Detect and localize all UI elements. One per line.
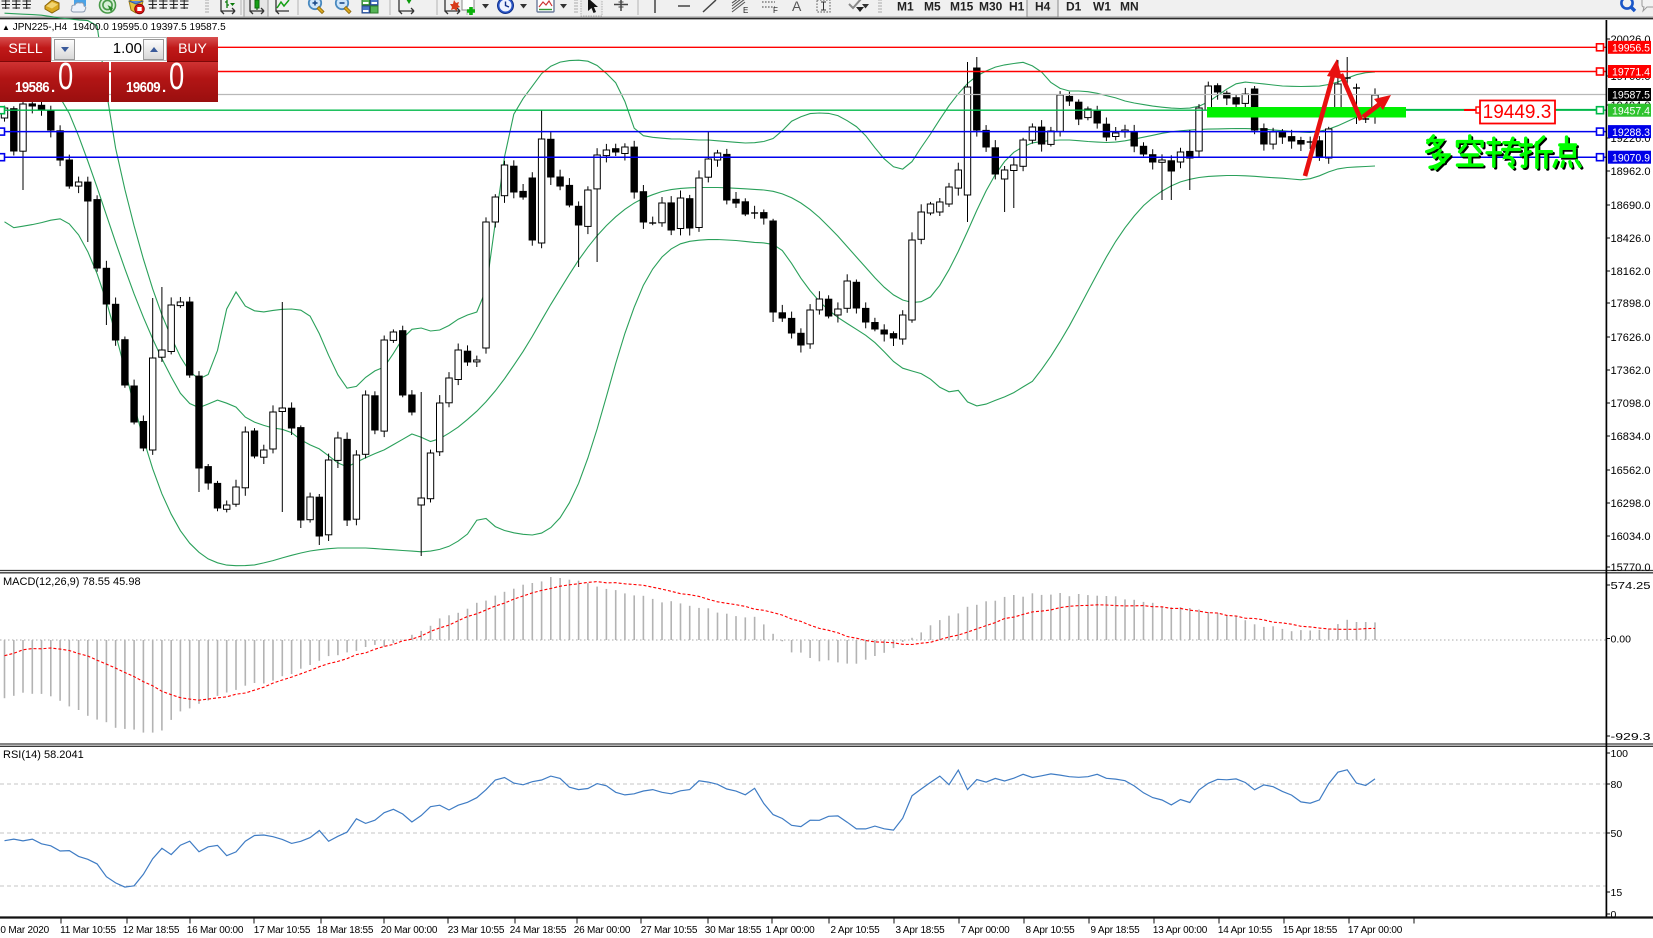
svg-text:9 Apr 18:55: 9 Apr 18:55 <box>1091 925 1141 936</box>
svg-text:M5: M5 <box>924 0 941 14</box>
svg-text:19457.4: 19457.4 <box>1612 105 1650 117</box>
svg-text:15 Apr 18:55: 15 Apr 18:55 <box>1283 925 1338 936</box>
svg-text:2 Apr 10:55: 2 Apr 10:55 <box>831 925 881 936</box>
svg-text:23 Mar 10:55: 23 Mar 10:55 <box>448 925 505 936</box>
svg-text:16298.0: 16298.0 <box>1611 498 1651 510</box>
svg-text:7 Apr 00:00: 7 Apr 00:00 <box>961 925 1011 936</box>
svg-text:MN: MN <box>1120 0 1139 14</box>
svg-text:12 Mar 18:55: 12 Mar 18:55 <box>123 925 180 936</box>
svg-text:80: 80 <box>1611 779 1623 791</box>
svg-text:D1: D1 <box>1066 0 1082 14</box>
svg-text:18162.0: 18162.0 <box>1611 266 1651 278</box>
svg-text:19070.9: 19070.9 <box>1612 152 1650 164</box>
svg-text:19587.5: 19587.5 <box>1612 90 1650 102</box>
svg-text:8 Apr 10:55: 8 Apr 10:55 <box>1026 925 1076 936</box>
svg-text:H1: H1 <box>1009 0 1025 14</box>
svg-text:100: 100 <box>1611 748 1629 760</box>
svg-text:19956.5: 19956.5 <box>1612 43 1650 55</box>
svg-text:18426.0: 18426.0 <box>1611 233 1651 245</box>
svg-text:0: 0 <box>1611 909 1617 921</box>
svg-text:17362.0: 17362.0 <box>1611 365 1651 377</box>
svg-text:24 Mar 18:55: 24 Mar 18:55 <box>510 925 567 936</box>
svg-text:M15: M15 <box>950 0 974 14</box>
svg-text:17098.0: 17098.0 <box>1611 398 1651 410</box>
svg-text:18962.0: 18962.0 <box>1611 166 1651 178</box>
svg-text:E: E <box>743 6 748 15</box>
svg-text:27 Mar 10:55: 27 Mar 10:55 <box>641 925 698 936</box>
svg-text:-929.3: -929.3 <box>1611 731 1651 743</box>
svg-text:20 Mar 00:00: 20 Mar 00:00 <box>381 925 438 936</box>
svg-text:18690.0: 18690.0 <box>1611 200 1651 212</box>
svg-text:M1: M1 <box>897 0 914 14</box>
svg-text:17 Mar 10:55: 17 Mar 10:55 <box>254 925 311 936</box>
svg-text:10 Mar 2020: 10 Mar 2020 <box>0 925 50 936</box>
svg-text:M30: M30 <box>979 0 1003 14</box>
svg-text:16034.0: 16034.0 <box>1611 531 1651 543</box>
svg-text:3 Apr 18:55: 3 Apr 18:55 <box>896 925 946 936</box>
svg-text:0.00: 0.00 <box>1611 634 1632 646</box>
svg-text:30 Mar 18:55: 30 Mar 18:55 <box>705 925 762 936</box>
svg-text:16834.0: 16834.0 <box>1611 431 1651 443</box>
svg-text:18 Mar 18:55: 18 Mar 18:55 <box>317 925 374 936</box>
svg-text:19449.3: 19449.3 <box>1483 102 1552 123</box>
svg-text:14 Apr 10:55: 14 Apr 10:55 <box>1218 925 1273 936</box>
svg-text:11 Mar 10:55: 11 Mar 10:55 <box>60 925 116 936</box>
svg-text:574.25: 574.25 <box>1611 580 1651 592</box>
svg-text:15: 15 <box>1611 887 1623 899</box>
svg-text:17898.0: 17898.0 <box>1611 298 1651 310</box>
svg-text:15770.0: 15770.0 <box>1611 562 1651 574</box>
svg-text:50: 50 <box>1611 828 1623 840</box>
svg-text:W1: W1 <box>1093 0 1111 14</box>
svg-text:1 Apr 00:00: 1 Apr 00:00 <box>766 925 816 936</box>
svg-text:MACD(12,26,9) 78.55 45.98: MACD(12,26,9) 78.55 45.98 <box>3 576 141 588</box>
svg-text:26 Mar 00:00: 26 Mar 00:00 <box>574 925 631 936</box>
svg-text:16562.0: 16562.0 <box>1611 465 1651 477</box>
svg-text:19288.3: 19288.3 <box>1612 127 1650 139</box>
svg-text:17 Apr 00:00: 17 Apr 00:00 <box>1348 925 1403 936</box>
svg-text:RSI(14) 58.2041: RSI(14) 58.2041 <box>3 749 84 761</box>
svg-text:F: F <box>773 6 778 15</box>
svg-text:13 Apr 00:00: 13 Apr 00:00 <box>1153 925 1208 936</box>
svg-text:17626.0: 17626.0 <box>1611 332 1651 344</box>
svg-text:19771.4: 19771.4 <box>1612 67 1650 79</box>
svg-text:A: A <box>792 0 802 14</box>
svg-text:16 Mar 00:00: 16 Mar 00:00 <box>187 925 244 936</box>
svg-text:H4: H4 <box>1035 0 1051 14</box>
